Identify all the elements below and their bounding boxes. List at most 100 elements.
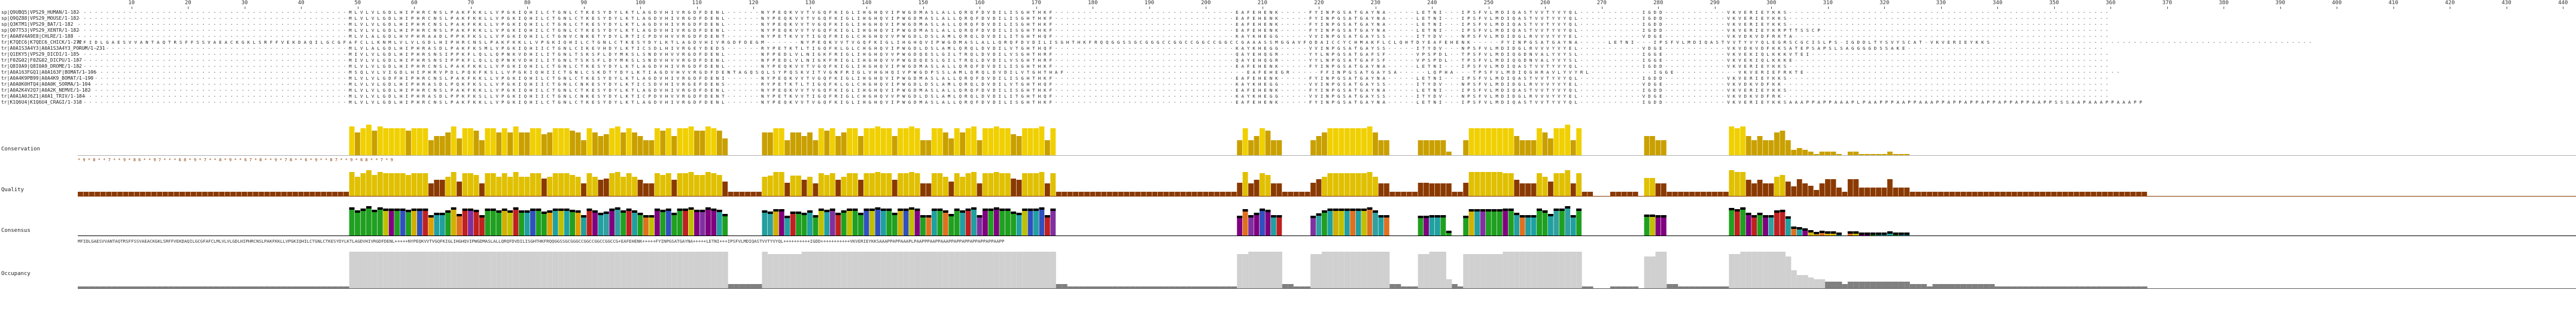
annotation-label-occupancy[interactable]: Occupancy: [1, 271, 31, 277]
sequence-id[interactable]: tr|K7QEC6|K7QEC6_CHICK/1-272: [1, 40, 82, 45]
conservation-bar: [948, 138, 954, 156]
quality-bar: [660, 175, 666, 197]
sequence-id[interactable]: tr|F0ZG02|F0ZG02_DICPU/1-187: [1, 58, 82, 63]
consensus-logo-cap: [1734, 209, 1740, 212]
occupancy-bar: [1056, 284, 1062, 289]
sequence-id[interactable]: tr|A0A2K4V2Q7|A0A2K_NEMVE/1-182: [1, 87, 91, 93]
conservation-bar: [1548, 138, 1553, 156]
sequence-row[interactable]: ----------------------------------------…: [78, 87, 2112, 93]
consensus-logo-mark: [1039, 207, 1045, 236]
ruler-tick-220: 220: [1314, 0, 1324, 6]
sequence-id[interactable]: tr|K1Q6U4|K1Q6U4_CRAGI/1-318: [1, 99, 82, 105]
quality-bar: [552, 173, 558, 197]
occupancy-bar: [457, 252, 463, 289]
sequence-row[interactable]: ----------------------------------------…: [78, 46, 2106, 51]
occupancy-bar: [942, 252, 949, 289]
consensus-logo-cap: [1774, 210, 1780, 213]
quality-bar: [671, 180, 677, 197]
sequence-row[interactable]: ----------------------------------------…: [78, 16, 2112, 21]
sequence-row[interactable]: ----------------------------------------…: [78, 70, 2123, 75]
sequence-row[interactable]: MFIDLGAESVVANTAQTRSFFSSVAEACKGKLSRFFVEKD…: [78, 40, 2315, 45]
consensus-logo-mark: [1661, 215, 1666, 236]
quality-bar: [1135, 192, 1141, 197]
sequence-id[interactable]: tr|A0A1S3A4Y3|A0A1S3A4Y3_PORUM/1-231: [1, 46, 105, 51]
sequence-id[interactable]: tr|A0A1A0J6Z1|A0A1_TRIV/1-184: [1, 93, 85, 99]
sequence-id[interactable]: tr|A0A8V4A9E8|CHLRE/1-188: [1, 34, 74, 39]
alignment-panel[interactable]: 10 20 30 40 50 60 70 80 90 100 110 120 130 140 150 160 1…: [78, 0, 2576, 314]
ruler-tick-mark: [1545, 7, 1546, 9]
conservation-bar: [1519, 140, 1525, 156]
conservation-bar: [541, 134, 547, 156]
quality-bar: [784, 183, 790, 197]
quality-bar: [649, 183, 655, 197]
sequence-id[interactable]: tr|Q1EKY5|VPS29_DICDI/1-185: [1, 52, 80, 57]
conservation-bar: [530, 128, 536, 156]
occupancy-bar: [892, 252, 898, 289]
quality-bar: [230, 192, 236, 197]
consensus-logo-mark: [519, 210, 524, 236]
sequence-row[interactable]: ----------------------------------------…: [78, 34, 2112, 39]
quality-bar: [400, 173, 406, 197]
occupancy-bar: [1565, 252, 1571, 289]
occupancy-bar: [281, 286, 287, 289]
conservation-bar: [1785, 140, 1791, 156]
occupancy-bar: [1723, 286, 1729, 289]
occupancy-bar: [671, 252, 677, 289]
ruler-tick-20: 20: [184, 0, 191, 6]
quality-bar: [1373, 177, 1378, 197]
consensus-logo-mark: [993, 207, 999, 236]
consensus-logo-mark: [796, 212, 801, 236]
annotation-label-conservation[interactable]: Conservation: [1, 146, 41, 152]
quality-bar: [1847, 179, 1853, 197]
sequence-row[interactable]: ----------------------------------------…: [78, 10, 2112, 15]
conservation-bar: [621, 132, 626, 156]
consensus-logo-cap: [1022, 209, 1027, 211]
occupancy-bar: [1389, 284, 1395, 289]
sequence-id[interactable]: sp|Q07T53|VPS29_XENTR/1-182: [1, 28, 80, 33]
sequence-id[interactable]: tr|A0A163FGQ1|A0A163F|BOMAT/1-196: [1, 70, 96, 75]
occupancy-baseline: [78, 288, 2576, 289]
sequence-id[interactable]: tr|Q8I0A9|Q8I0A9_DROME/1-182: [1, 64, 82, 69]
occupancy-bar: [507, 252, 513, 289]
annotation-label-consensus[interactable]: Consensus: [1, 228, 31, 234]
sequence-row[interactable]: ----------------------------------------…: [78, 52, 2112, 57]
occupancy-bar: [1847, 282, 1854, 289]
sequence-row[interactable]: ----------------------------------------…: [78, 28, 2112, 33]
sequence-row[interactable]: ----------------------------------------…: [78, 93, 2112, 99]
occupancy-bar: [1576, 252, 1582, 289]
consensus-logo-cap: [999, 209, 1005, 211]
occupancy-bar: [293, 286, 299, 289]
occupancy-bar: [242, 286, 248, 289]
conservation-bar: [626, 128, 632, 156]
quality-bar: [2045, 192, 2051, 197]
sequence-row[interactable]: ----------------------------------------…: [78, 76, 2112, 81]
quality-bar: [1514, 180, 1520, 197]
conservation-bar: [1265, 131, 1271, 156]
sequence-id[interactable]: sp|Q9QZ88|VPS29_MOUSE/1-182: [1, 16, 80, 21]
quality-bar: [592, 177, 598, 197]
sequence-row[interactable]: ----------------------------------------…: [78, 22, 2112, 27]
sequence-row[interactable]: ----------------------------------------…: [78, 64, 2112, 69]
sequence-row[interactable]: ----------------------------------------…: [78, 99, 2145, 105]
sequence-id[interactable]: tr|A0A4K9PB99|A0A4K9_BOMAT/1-199: [1, 76, 94, 81]
quality-bar: [1395, 192, 1401, 197]
annotation-label-quality[interactable]: Quality: [1, 187, 24, 193]
sequence-row[interactable]: ----------------------------------------…: [78, 81, 2112, 87]
quality-bar: [1785, 182, 1791, 197]
consensus-logo-mark: [1734, 209, 1740, 236]
occupancy-bar: [1141, 286, 1147, 289]
sequence-row[interactable]: ----------------------------------------…: [78, 58, 2112, 63]
sequence-id[interactable]: tr|A0A0K0HTQ4|A0A0K_SORMA/1-194: [1, 81, 91, 87]
quality-bar: [281, 192, 287, 197]
sequence-id[interactable]: sp|Q3KTM1|VPS29_BAT/1-182: [1, 22, 74, 27]
sequence-id[interactable]: sp|Q9UBQ5|VPS29_HUMAN/1-182: [1, 10, 80, 15]
conservation-bar: [422, 128, 428, 156]
consensus-logo-mark: [954, 209, 960, 236]
occupancy-bar: [496, 252, 502, 289]
consensus-logo-mark: [501, 209, 507, 236]
conservation-bar: [1859, 154, 1865, 156]
quality-bar: [705, 172, 711, 197]
quality-bar: [315, 192, 321, 197]
quality-bar: [1084, 192, 1090, 197]
conservation-bar: [1383, 140, 1389, 156]
